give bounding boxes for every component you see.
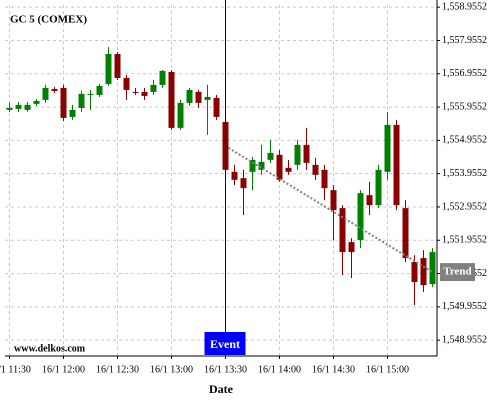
candle-body	[114, 53, 121, 78]
candle-body	[429, 252, 436, 285]
candle-body	[24, 104, 31, 110]
candle-body	[258, 161, 265, 170]
candle-body	[96, 85, 103, 95]
candle-body	[123, 77, 130, 90]
event-label-box	[204, 332, 246, 355]
candle-body	[267, 152, 274, 160]
y-tick-label: 1,548.9552	[442, 334, 487, 345]
candle-body	[69, 109, 76, 117]
candle-body	[393, 124, 400, 206]
x-tick-label: 16/1 14:30	[312, 364, 355, 375]
y-tick-label: 1,549.9552	[442, 301, 487, 312]
candle-body	[231, 171, 238, 180]
candle-body	[195, 91, 202, 103]
y-tick-label: 1,556.9552	[442, 68, 487, 79]
candle-body	[132, 91, 139, 93]
candle-body	[6, 107, 13, 110]
x-tick-label: 16/1 12:00	[42, 364, 85, 375]
y-tick-label: 1,554.9552	[442, 135, 487, 146]
candle-body	[402, 208, 409, 259]
y-tick-label: 1,552.9552	[442, 201, 487, 212]
candle-body	[186, 89, 193, 103]
candle-body	[78, 93, 85, 108]
x-tick-label: 16/1 13:30	[204, 364, 247, 375]
x-tick-label: 16/1 13:00	[150, 364, 193, 375]
watermark: www.delkos.com	[14, 343, 86, 354]
x-tick-label: 16/1 11:30	[0, 364, 31, 375]
candle-body	[312, 164, 319, 175]
candle-body	[213, 97, 220, 117]
chart-title: GC 5 (COMEX)	[10, 14, 87, 26]
candle-body	[384, 124, 391, 172]
candle-body	[33, 100, 40, 104]
candle-body	[303, 144, 310, 163]
x-tick-label: 16/1 12:30	[96, 364, 139, 375]
x-tick-label: 16/1 15:00	[366, 364, 409, 375]
y-tick-label: 1,557.9552	[442, 35, 487, 46]
x-axis-title: Date	[209, 382, 234, 396]
candle-body	[51, 88, 58, 91]
candle-body	[105, 53, 112, 84]
candle-body	[141, 91, 148, 96]
candle-body	[177, 102, 184, 128]
candle-body	[366, 195, 373, 206]
candle-body	[285, 167, 292, 172]
candle-body	[15, 104, 22, 109]
candle-body	[375, 169, 382, 206]
candle-body	[240, 178, 247, 189]
candle-body	[339, 208, 346, 253]
event-label: Event	[210, 337, 240, 351]
candle-body	[150, 84, 157, 92]
axes: 1,558.9552 1,557.9552 1,556.9552 1,555.9552…	[0, 1, 487, 375]
x-tick-label: 16/1 14:00	[258, 364, 301, 375]
y-tick-label: 1,553.9552	[442, 168, 487, 179]
y-tick-label: 1,558.9552	[442, 1, 487, 12]
candle-body	[42, 87, 49, 100]
candle-body	[159, 70, 166, 85]
candle-body	[321, 169, 328, 189]
trend-label-box	[440, 263, 475, 282]
candle-body	[276, 154, 283, 180]
y-tick-label: 1,551.9552	[442, 235, 487, 246]
candle-body	[168, 71, 175, 128]
candle-body	[249, 159, 256, 172]
y-tick-label: 1,555.9552	[442, 101, 487, 112]
candle-body	[87, 93, 94, 95]
candle-body	[420, 258, 427, 286]
candle-body	[204, 96, 211, 100]
candle-body	[60, 87, 67, 118]
candle-body	[411, 262, 418, 283]
candle-body	[357, 193, 364, 241]
trend-label: Trend	[443, 266, 471, 278]
candle-body	[294, 144, 301, 165]
candle-body	[330, 190, 337, 211]
candle-body	[348, 242, 355, 253]
plot: Event	[6, 0, 436, 356]
